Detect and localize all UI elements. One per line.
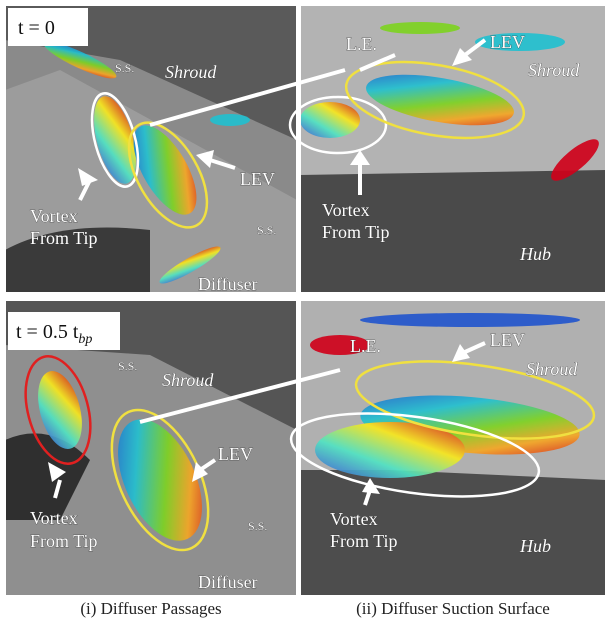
lev-label: LEV: [240, 169, 275, 189]
vortex-label: From Tip: [30, 228, 98, 248]
le-label: L.E.: [350, 336, 381, 356]
lev-label: LEV: [490, 32, 525, 52]
ss-label: S.S.: [115, 61, 134, 75]
diffuser-label: Diffuser: [198, 572, 258, 592]
vortex-label: Vortex: [330, 509, 378, 529]
hub-label: Hub: [519, 244, 551, 264]
vortex-label: Vortex: [30, 508, 78, 528]
figure: t = 0 t = 0.5 tbp Shroud S.S. S.S. LEV V…: [0, 0, 608, 624]
vortex-label: Vortex: [30, 206, 78, 226]
time-label: t = 0: [18, 17, 55, 39]
diffuser-label: Diffuser: [198, 274, 258, 294]
time-subscript: bp: [78, 332, 92, 347]
caption: (i) Diffuser Passages: [80, 599, 221, 618]
shroud-label: Shroud: [526, 359, 578, 379]
time-text: t = 0.5 t: [16, 321, 79, 343]
vortex-label: From Tip: [330, 531, 398, 551]
shroud-label: Shroud: [528, 60, 580, 80]
lev-label: LEV: [490, 330, 525, 350]
vortex-label: Vortex: [322, 200, 370, 220]
shroud-label: Shroud: [162, 370, 214, 390]
ss-label: S.S.: [257, 223, 276, 237]
hub-label: Hub: [519, 536, 551, 556]
le-label: L.E.: [346, 34, 377, 54]
caption: (ii) Diffuser Suction Surface: [356, 599, 550, 618]
shroud-label: Shroud: [165, 62, 217, 82]
vortex-label: From Tip: [322, 222, 390, 242]
ss-label: S.S.: [248, 519, 267, 533]
ss-label: S.S.: [118, 359, 137, 373]
lev-label: LEV: [218, 444, 253, 464]
vortex-label: From Tip: [30, 531, 98, 551]
